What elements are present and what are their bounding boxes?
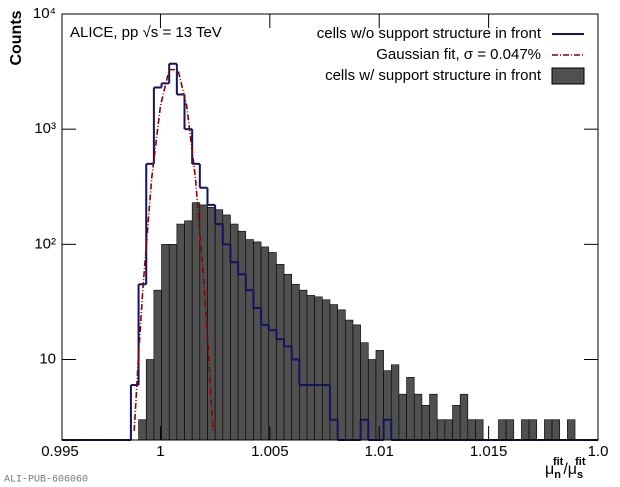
x-label-part: μ (545, 461, 554, 478)
histogram-bar (505, 419, 515, 441)
y-tick-label: 10² (34, 235, 56, 252)
y-tick-label: 10³ (34, 120, 56, 137)
histogram-bar (138, 419, 147, 441)
histogram-bar (544, 419, 553, 441)
histogram-bar (184, 220, 193, 441)
histogram-bar (551, 419, 561, 441)
x-label-part: n (554, 469, 561, 481)
histogram-bar (444, 419, 453, 441)
x-axis-label: μnfit/μsfit (545, 456, 586, 481)
footer: ALI-PUB-606060 (4, 475, 88, 486)
x-tick-label: 1.005 (251, 443, 289, 460)
histogram-bar (475, 419, 484, 441)
x-tick-label: 1.0 (588, 443, 609, 460)
x-tick-label: 1 (156, 443, 164, 460)
legend-label: cells w/o support structure in front (317, 25, 542, 42)
histogram-bar (406, 377, 415, 441)
histogram-bar (161, 244, 170, 441)
histogram-bar (214, 209, 224, 441)
step-connectors (129, 63, 393, 440)
histogram-bar (398, 393, 407, 441)
x-label-part: fit (575, 456, 586, 468)
histogram-bar (176, 223, 185, 441)
histogram-bar (153, 289, 162, 441)
histogram-bar (230, 223, 239, 441)
histogram-bar (436, 419, 446, 441)
y-axis-label: Counts (8, 10, 25, 65)
histogram-bar (360, 342, 369, 441)
annotation: ALICE, pp √s = 13 TeV (70, 24, 222, 41)
histogram-bar (413, 393, 423, 441)
histogram-bar (521, 419, 530, 441)
histogram-bar (191, 202, 201, 441)
histogram-bar (268, 252, 277, 441)
histogram-bar (375, 350, 384, 441)
fit-line (133, 68, 214, 431)
x-tick-label: 1.015 (470, 443, 508, 460)
histogram-bar (345, 319, 354, 441)
histogram-bar (314, 296, 323, 441)
legend-label: Gaussian fit, σ = 0.047% (376, 46, 541, 63)
histogram-bar (352, 324, 361, 441)
histogram-bar (222, 214, 231, 441)
histogram-bar (168, 244, 178, 441)
histogram-bar (299, 289, 308, 441)
histogram-bar (383, 370, 392, 441)
histogram-bar (276, 264, 285, 441)
histogram-bar (245, 239, 254, 441)
histogram-bar (421, 405, 430, 441)
histogram-bar (253, 241, 262, 441)
histogram-bar (283, 273, 293, 441)
histogram-bar (528, 419, 538, 441)
histogram-bar (337, 309, 346, 441)
histogram-bar (145, 359, 155, 441)
histogram-bar (291, 283, 300, 441)
histogram-bar (367, 359, 377, 441)
y-tick-label: 10 (39, 350, 56, 367)
histogram-bar (237, 230, 247, 441)
histogram-bar (429, 393, 438, 441)
histogram-bar (322, 299, 331, 441)
x-label-part: fit (553, 456, 564, 468)
plot-frame (61, 13, 599, 441)
x-tick-label: 1.01 (365, 443, 394, 460)
histogram-bar (452, 405, 461, 441)
histogram-bar (260, 246, 270, 441)
histogram-bar (459, 393, 469, 441)
histogram-bar (306, 295, 315, 441)
y-tick-label: 10⁴ (33, 5, 56, 22)
x-label-part: μ (568, 461, 577, 478)
x-label-part: s (577, 469, 583, 481)
legend-label: cells w/ support structure in front (325, 67, 542, 84)
histogram-bar (467, 419, 476, 441)
histogram-bar (390, 364, 400, 441)
legend-swatch (551, 67, 585, 85)
histogram-bar (498, 419, 507, 441)
histogram-bar (567, 419, 576, 441)
x-label-part: / (563, 461, 568, 478)
x-tick-label: 0.995 (41, 443, 79, 460)
